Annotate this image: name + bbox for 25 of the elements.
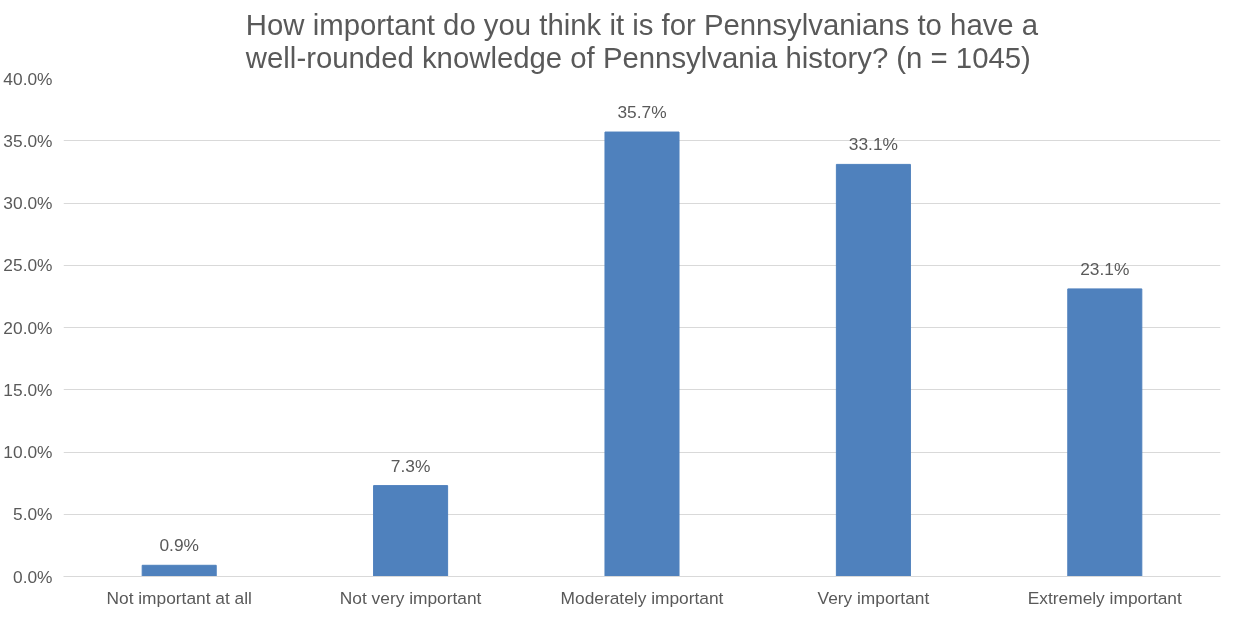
- bar: [835, 163, 911, 577]
- data-label: 23.1%: [1080, 258, 1130, 279]
- x-tick-label: Not important at all: [106, 587, 252, 608]
- y-tick-label: 20.0%: [3, 317, 53, 338]
- x-tick-label: Not very important: [339, 587, 482, 608]
- data-label: 7.3%: [390, 455, 431, 476]
- bar: [604, 131, 680, 577]
- y-tick-label: 25.0%: [3, 255, 53, 276]
- chart-title: How important do you think it is for Pennsylvanians to have a well-rounded knowledge of Pennsylvania history? (n = 1045): [244, 7, 1039, 74]
- x-tick-label: Moderately important: [560, 587, 724, 608]
- y-tick-label: 35.0%: [3, 130, 53, 151]
- y-tick-label: 40.0%: [3, 68, 53, 89]
- bar: [141, 564, 217, 577]
- data-label: 0.9%: [159, 535, 199, 556]
- bar: [1067, 288, 1143, 577]
- data-label: 35.7%: [617, 102, 667, 123]
- x-tick-label: Extremely important: [1027, 587, 1183, 608]
- y-tick-label: 10.0%: [3, 442, 53, 462]
- x-tick-label: Very important: [817, 587, 930, 608]
- data-label: 33.1%: [848, 134, 898, 155]
- y-tick-label: 5.0%: [13, 504, 53, 525]
- y-tick-label: 15.0%: [3, 379, 53, 400]
- y-tick-label: 30.0%: [3, 193, 53, 213]
- bar: [373, 485, 449, 577]
- y-tick-label: 0.0%: [13, 566, 53, 587]
